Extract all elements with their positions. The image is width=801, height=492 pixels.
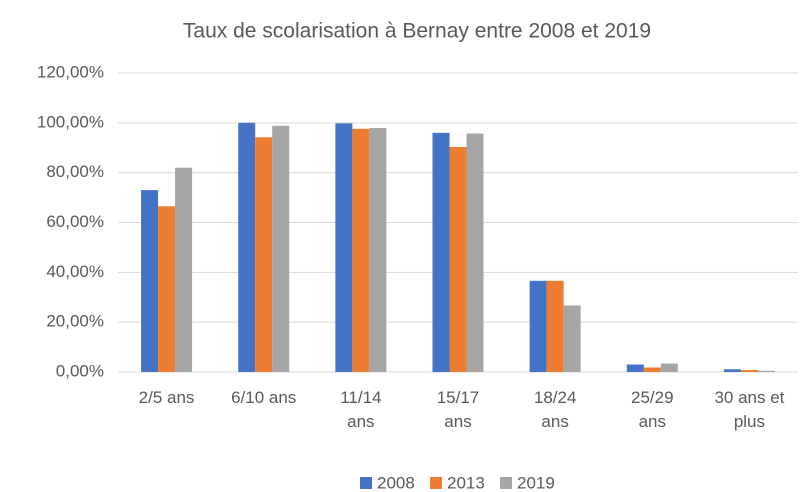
y-tick-label: 0,00% (56, 361, 104, 380)
y-tick-label: 100,00% (37, 112, 104, 131)
legend-swatch (500, 477, 512, 489)
bar (643, 367, 661, 372)
x-tick-label: 25/29 ans (631, 388, 674, 431)
bar (352, 128, 370, 372)
bar (757, 370, 775, 372)
bar (335, 123, 353, 372)
bar (158, 206, 176, 372)
legend-swatch (430, 477, 442, 489)
chart-title: Taux de scolarisation à Bernay entre 200… (183, 20, 651, 43)
bar (369, 128, 387, 372)
bar (272, 125, 290, 372)
bar (175, 167, 193, 372)
bar (563, 305, 581, 372)
bar (740, 370, 758, 372)
legend-label: 2013 (447, 473, 485, 492)
bar (432, 132, 450, 372)
legend-label: 2008 (377, 473, 415, 492)
bar (238, 122, 256, 372)
bar (546, 280, 564, 372)
y-tick-label: 40,00% (46, 262, 104, 281)
y-tick-label: 120,00% (37, 62, 104, 81)
bar (255, 137, 273, 372)
y-tick-label: 80,00% (46, 162, 104, 181)
x-tick-label: 30 ans et plus (714, 388, 785, 431)
y-tick-label: 20,00% (46, 312, 104, 331)
legend-swatch (360, 477, 372, 489)
bar (449, 147, 467, 372)
x-tick-label: 6/10 ans (231, 388, 297, 407)
x-tick-label: 18/24 ans (533, 388, 577, 431)
y-tick-label: 60,00% (46, 212, 104, 231)
x-tick-label: 15/17 ans (436, 388, 480, 431)
x-tick-label: 2/5 ans (138, 388, 195, 407)
bar (723, 369, 741, 372)
bar (141, 190, 159, 372)
x-tick-label: 11/14 ans (340, 388, 382, 431)
bar (529, 280, 547, 372)
bar (660, 363, 678, 372)
bar (626, 364, 644, 372)
bar (466, 133, 484, 372)
legend-label: 2019 (517, 473, 555, 492)
